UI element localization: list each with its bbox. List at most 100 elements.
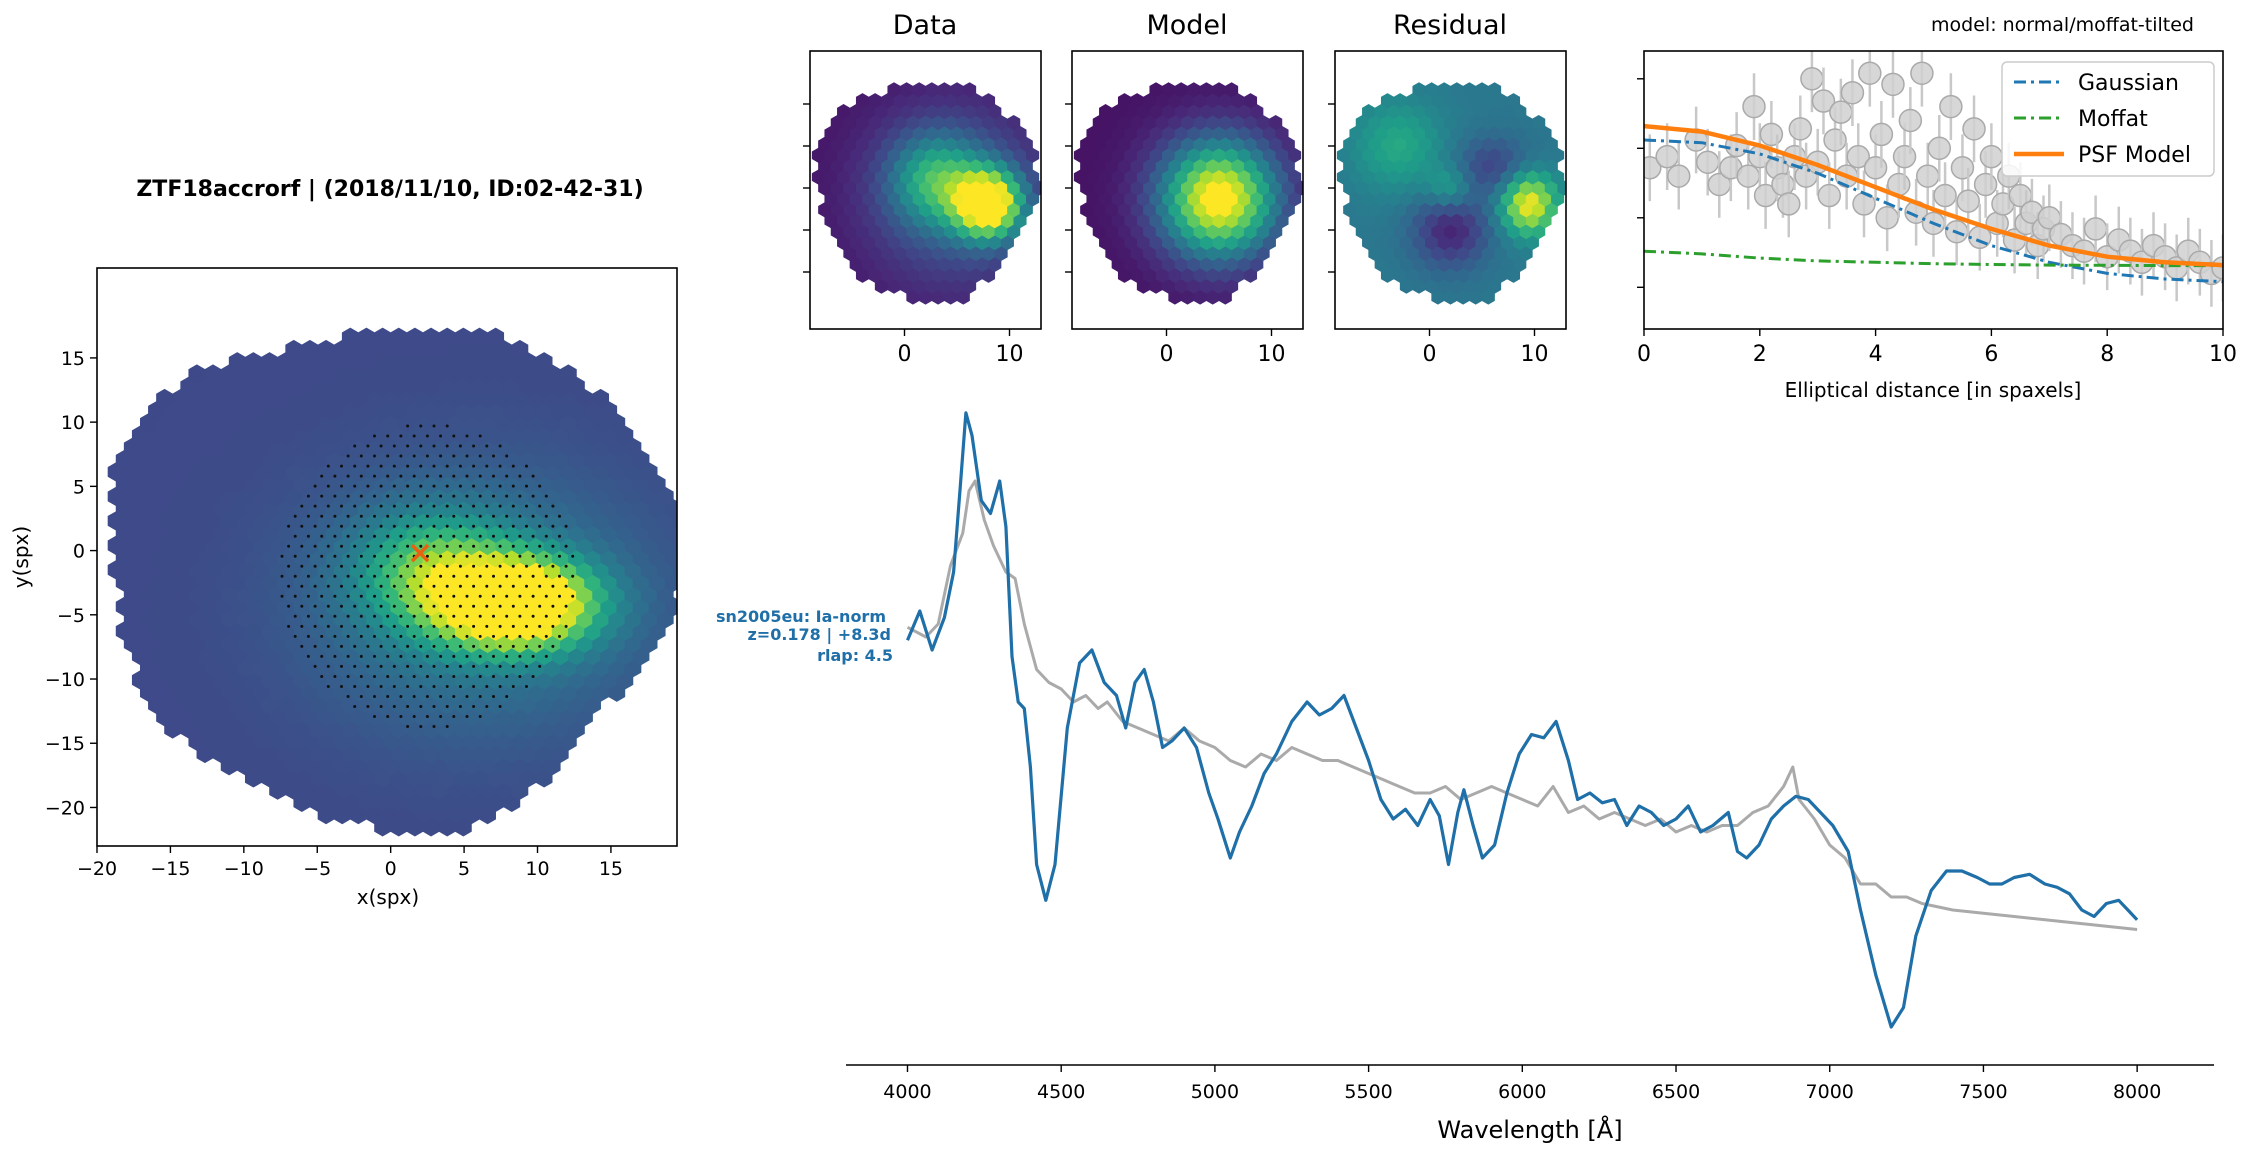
spaxel bbox=[1425, 234, 1439, 251]
spaxel bbox=[1481, 289, 1495, 305]
spaxel bbox=[1180, 158, 1195, 174]
dot bbox=[564, 624, 568, 628]
x-tick-label: 0 bbox=[1160, 342, 1174, 367]
dot bbox=[366, 444, 370, 448]
spaxel bbox=[868, 180, 882, 196]
dot bbox=[425, 715, 429, 718]
dot bbox=[353, 705, 357, 708]
dot bbox=[472, 544, 476, 548]
spaxel bbox=[1218, 245, 1232, 262]
profile-point bbox=[1939, 94, 1963, 119]
spaxel bbox=[1450, 169, 1464, 185]
dot bbox=[478, 574, 482, 578]
spaxel bbox=[1525, 169, 1539, 185]
spaxel bbox=[1450, 104, 1464, 120]
dot bbox=[392, 444, 396, 448]
dot bbox=[392, 685, 396, 688]
spaxel bbox=[1130, 136, 1144, 152]
spaxel bbox=[1380, 202, 1395, 218]
dot bbox=[373, 654, 376, 658]
dot bbox=[326, 484, 330, 488]
spaxel bbox=[1105, 136, 1119, 152]
spaxel bbox=[956, 224, 970, 240]
spaxel bbox=[1399, 125, 1413, 142]
profile-point bbox=[1817, 183, 1842, 208]
dot bbox=[300, 624, 304, 628]
psf-model-frame bbox=[1071, 50, 1304, 330]
profile-point bbox=[1962, 117, 1986, 141]
spaxel bbox=[975, 213, 989, 229]
dot bbox=[406, 604, 410, 608]
spaxel bbox=[1206, 224, 1220, 240]
spaxel bbox=[931, 202, 945, 218]
spaxel bbox=[1406, 158, 1420, 174]
spaxel bbox=[925, 213, 939, 229]
dot bbox=[346, 554, 350, 558]
dot bbox=[320, 554, 324, 558]
spaxel bbox=[956, 158, 970, 174]
spaxel bbox=[994, 245, 1008, 262]
psf-residual-panel: Residual 0 10 bbox=[1328, 10, 1567, 367]
spaxel bbox=[975, 234, 989, 251]
spaxel bbox=[1443, 224, 1458, 240]
dot bbox=[432, 484, 436, 488]
dot bbox=[406, 644, 410, 648]
spaxel bbox=[1399, 213, 1413, 229]
spaxel bbox=[1124, 213, 1138, 229]
spaxel bbox=[1212, 278, 1226, 294]
spaxel bbox=[1399, 104, 1413, 120]
dot bbox=[518, 654, 522, 658]
spaxel bbox=[931, 289, 945, 305]
spaxel bbox=[1387, 169, 1401, 185]
dot bbox=[300, 544, 304, 548]
spectrum-x-axis: 4000 4500 5000 5500 6000 6500 7000 7500 8000 bbox=[883, 1065, 2161, 1103]
dot bbox=[287, 584, 291, 588]
spaxel bbox=[1124, 169, 1138, 185]
spaxel bbox=[1269, 224, 1283, 240]
spaxel bbox=[925, 147, 939, 163]
spaxel bbox=[1506, 245, 1521, 262]
spaxel bbox=[837, 191, 851, 207]
dot bbox=[432, 685, 436, 688]
spectrum-lines bbox=[906, 411, 2139, 1029]
spaxel bbox=[1380, 267, 1395, 283]
spaxel bbox=[1469, 158, 1483, 174]
spaxel bbox=[818, 136, 832, 152]
spaxel bbox=[1368, 114, 1382, 131]
spaxel bbox=[1218, 114, 1232, 131]
spaxel bbox=[937, 213, 951, 229]
spaxel bbox=[1168, 114, 1182, 131]
spaxel bbox=[1231, 245, 1245, 262]
spaxel bbox=[956, 245, 970, 262]
spaxel bbox=[937, 256, 951, 272]
dot bbox=[419, 424, 423, 428]
spaxel bbox=[1336, 169, 1350, 185]
spaxel bbox=[1362, 104, 1376, 120]
dot bbox=[313, 544, 317, 548]
spaxel bbox=[535, 352, 553, 372]
spaxel bbox=[1481, 158, 1495, 174]
dot bbox=[326, 685, 330, 688]
dot bbox=[465, 494, 469, 498]
spaxel bbox=[874, 278, 888, 294]
spaxel bbox=[1162, 82, 1176, 98]
dot bbox=[458, 504, 462, 508]
spaxel bbox=[1019, 158, 1033, 174]
spaxel bbox=[1174, 213, 1188, 229]
spaxel bbox=[1162, 147, 1176, 163]
spaxel bbox=[937, 278, 951, 294]
dot bbox=[406, 725, 410, 728]
dot bbox=[478, 494, 482, 498]
spaxel bbox=[912, 125, 926, 142]
spaxel bbox=[1117, 202, 1132, 218]
psf-model-axis: 0 10 bbox=[1065, 103, 1286, 367]
spaxel bbox=[887, 82, 901, 98]
spaxel bbox=[981, 245, 996, 262]
x-tick-label: 8000 bbox=[2113, 1081, 2161, 1103]
dot bbox=[439, 654, 443, 658]
dot bbox=[525, 604, 528, 608]
dot bbox=[544, 554, 548, 558]
spaxel bbox=[1124, 256, 1138, 272]
spaxel bbox=[1355, 158, 1369, 174]
spaxel bbox=[1399, 169, 1413, 185]
